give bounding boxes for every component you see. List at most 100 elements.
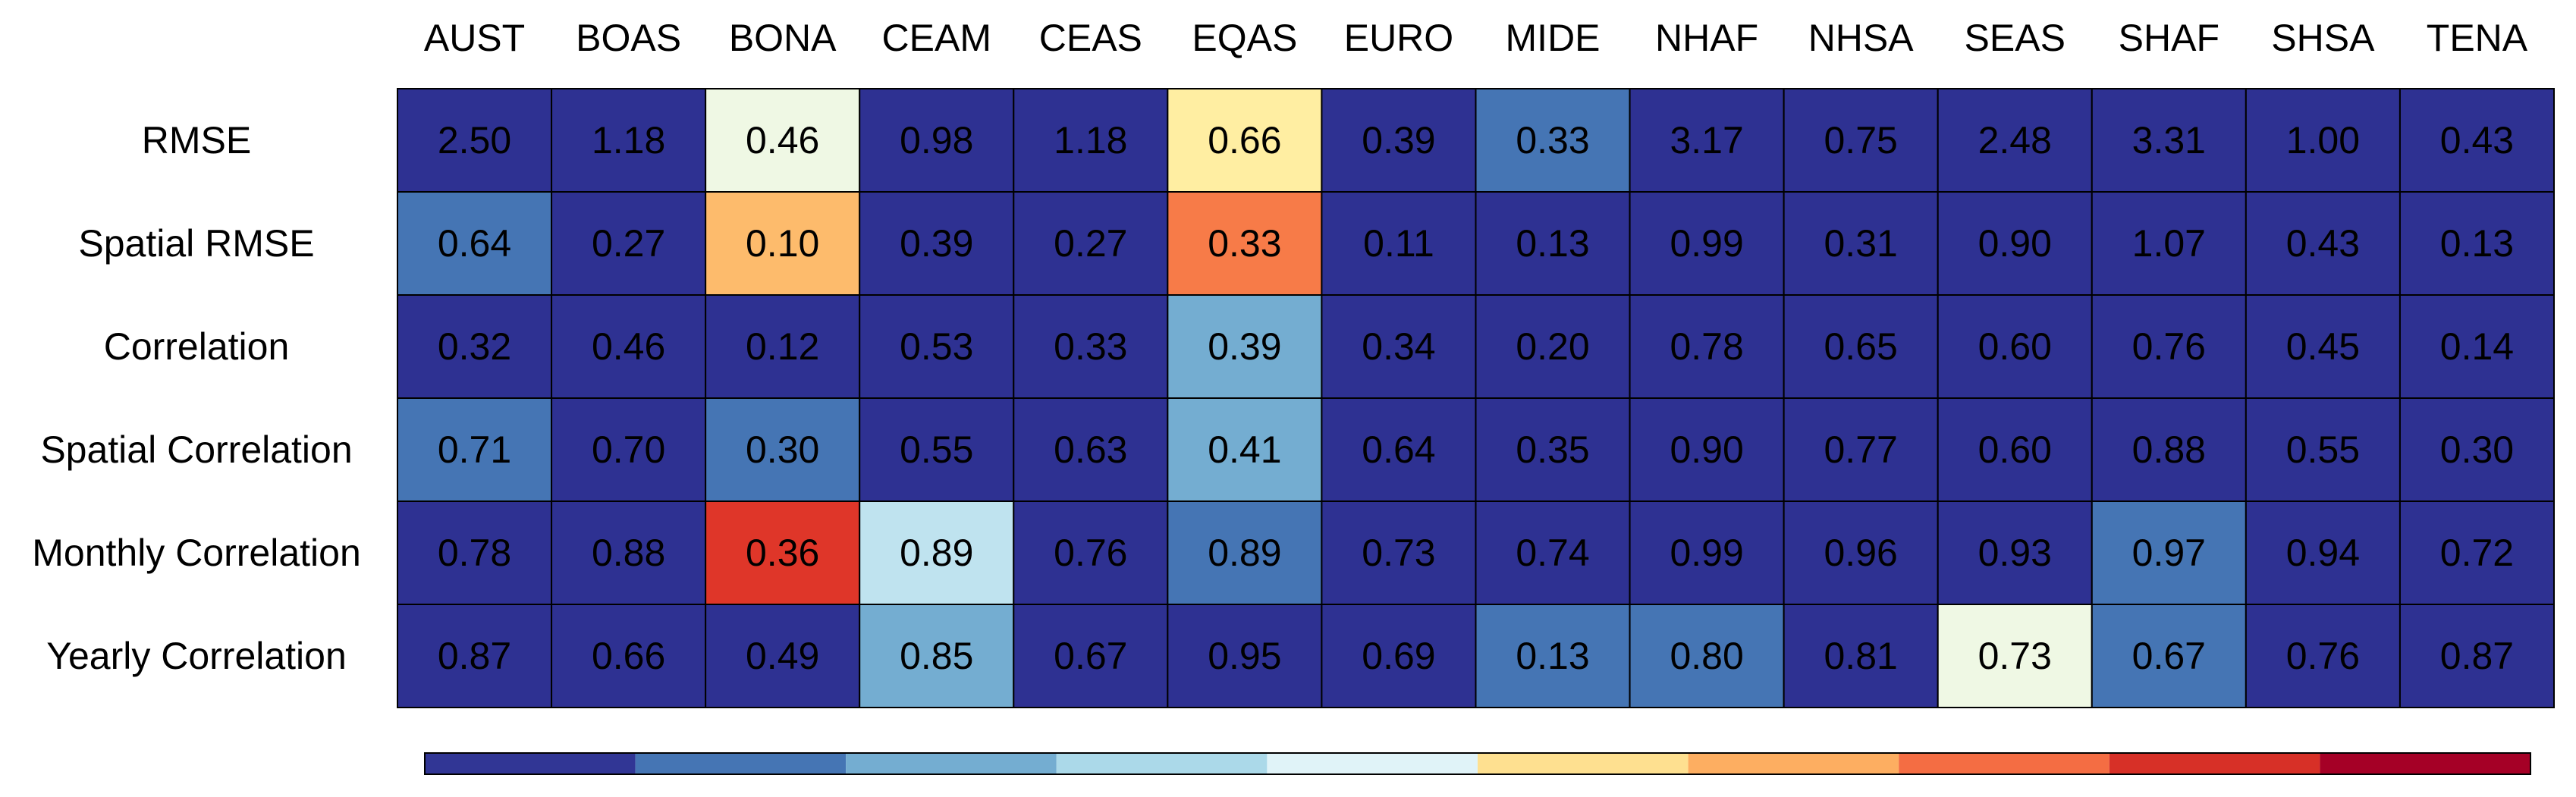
colorbar bbox=[424, 752, 2531, 775]
cell-value-label: 0.88 bbox=[592, 532, 665, 574]
heatmap-cell bbox=[1167, 397, 1323, 502]
heatmap-cell bbox=[2245, 88, 2401, 193]
column-label-mide: MIDE bbox=[1506, 17, 1601, 59]
cell-value-label: 0.43 bbox=[2286, 222, 2360, 265]
cell-value-label: 0.67 bbox=[1054, 635, 1127, 677]
colorbar-swatch bbox=[1478, 753, 1689, 774]
column-label-boas: BOAS bbox=[576, 17, 681, 59]
cell-value-label: 1.18 bbox=[1054, 119, 1127, 162]
cell-value-label: 0.70 bbox=[592, 428, 665, 471]
heatmap-cells bbox=[397, 88, 2555, 708]
heatmap-cell bbox=[1013, 500, 1169, 605]
heatmap-cell bbox=[1475, 500, 1631, 605]
cell-value-label: 0.74 bbox=[1516, 532, 1589, 574]
cell-value-label: 0.98 bbox=[900, 119, 973, 162]
heatmap-cell bbox=[2245, 500, 2401, 605]
cell-value-label: 0.13 bbox=[2440, 222, 2514, 265]
heatmap-cell bbox=[1629, 397, 1785, 502]
heatmap-cell bbox=[1321, 294, 1477, 399]
cell-value-label: 2.50 bbox=[438, 119, 511, 162]
cell-value-label: 0.46 bbox=[746, 119, 819, 162]
colorbar-swatch bbox=[1688, 753, 1899, 774]
heatmap-cell bbox=[2245, 191, 2401, 296]
column-label-tena: TENA bbox=[2427, 17, 2528, 59]
cell-value-label: 0.55 bbox=[2286, 428, 2360, 471]
colorbar-swatch bbox=[846, 753, 1057, 774]
cell-value-label: 0.20 bbox=[1516, 325, 1589, 368]
cell-value-label: 0.95 bbox=[1208, 635, 1281, 677]
cell-value-label: 3.31 bbox=[2132, 119, 2206, 162]
cell-value-label: 0.69 bbox=[1362, 635, 1435, 677]
heatmap-cell bbox=[2091, 294, 2247, 399]
cell-value-label: 0.60 bbox=[1978, 325, 2052, 368]
cell-value-label: 0.34 bbox=[1362, 325, 1435, 368]
cell-value-label: 0.33 bbox=[1516, 119, 1589, 162]
heatmap-cell bbox=[1475, 604, 1631, 708]
heatmap-cell bbox=[2091, 88, 2247, 193]
heatmap-cell bbox=[705, 88, 861, 193]
heatmap-cell bbox=[2091, 500, 2247, 605]
colorbar-swatch bbox=[2320, 753, 2530, 774]
row-label-monthly-correlation: Monthly Correlation bbox=[32, 532, 361, 574]
heatmap-cell bbox=[2091, 604, 2247, 708]
cell-value-label: 0.30 bbox=[746, 428, 819, 471]
cell-value-label: 0.76 bbox=[2286, 635, 2360, 677]
cell-value-label: 0.45 bbox=[2286, 325, 2360, 368]
cell-value-label: 0.11 bbox=[1363, 222, 1434, 265]
cell-value-label: 0.49 bbox=[746, 635, 819, 677]
cell-value-label: 0.14 bbox=[2440, 325, 2514, 368]
cell-value-label: 0.87 bbox=[2440, 635, 2514, 677]
heatmap-cell bbox=[1937, 294, 2093, 399]
row-label-correlation: Correlation bbox=[104, 325, 290, 368]
heatmap-cell bbox=[705, 294, 861, 399]
cell-value-label: 0.64 bbox=[438, 222, 511, 265]
cell-value-label: 0.78 bbox=[1670, 325, 1743, 368]
cell-value-label: 0.76 bbox=[1054, 532, 1127, 574]
cell-value-label: 0.90 bbox=[1670, 428, 1743, 471]
row-label-spatial-rmse: Spatial RMSE bbox=[78, 222, 314, 265]
cell-value-label: 0.99 bbox=[1670, 222, 1743, 265]
heatmap-cell bbox=[1013, 191, 1169, 296]
cell-value-label: 0.64 bbox=[1362, 428, 1435, 471]
heatmap-cell bbox=[2399, 397, 2555, 502]
cell-value-label: 0.30 bbox=[2440, 428, 2514, 471]
row-label-spatial-correlation: Spatial Correlation bbox=[40, 428, 352, 471]
column-label-nhaf: NHAF bbox=[1655, 17, 1758, 59]
heatmap-cell bbox=[2399, 294, 2555, 399]
cell-value-label: 0.33 bbox=[1208, 222, 1281, 265]
cell-value-label: 1.07 bbox=[2132, 222, 2206, 265]
cell-value-label: 0.65 bbox=[1824, 325, 1898, 368]
heatmap-cell bbox=[2399, 191, 2555, 296]
cell-value-label: 0.73 bbox=[1978, 635, 2052, 677]
cell-value-label: 0.71 bbox=[438, 428, 511, 471]
cell-value-label: 0.85 bbox=[900, 635, 973, 677]
cell-value-label: 0.97 bbox=[2132, 532, 2206, 574]
cell-value-label: 0.78 bbox=[438, 532, 511, 574]
cell-value-label: 0.73 bbox=[1362, 532, 1435, 574]
row-label-yearly-correlation: Yearly Correlation bbox=[46, 635, 347, 677]
cell-value-label: 1.18 bbox=[592, 119, 665, 162]
heatmap-cell bbox=[2399, 500, 2555, 605]
heatmap-cell bbox=[1167, 88, 1323, 193]
heatmap-cell bbox=[551, 604, 707, 708]
cell-value-label: 0.87 bbox=[438, 635, 511, 677]
heatmap-cell bbox=[397, 604, 553, 708]
cell-value-label: 0.89 bbox=[900, 532, 973, 574]
heatmap-cell bbox=[705, 604, 861, 708]
column-label-euro: EURO bbox=[1344, 17, 1453, 59]
heatmap-cell bbox=[1937, 191, 2093, 296]
cell-value-label: 0.43 bbox=[2440, 119, 2514, 162]
heatmap-cell bbox=[1629, 604, 1785, 708]
cell-value-label: 0.76 bbox=[2132, 325, 2206, 368]
column-label-bona: BONA bbox=[729, 17, 837, 59]
cell-value-label: 0.55 bbox=[900, 428, 973, 471]
heatmap-cell bbox=[1937, 500, 2093, 605]
cell-value-label: 0.39 bbox=[1362, 119, 1435, 162]
cell-value-label: 0.96 bbox=[1824, 532, 1898, 574]
heatmap-cell bbox=[1321, 604, 1477, 708]
cell-value-label: 0.36 bbox=[746, 532, 819, 574]
heatmap-cell bbox=[705, 500, 861, 605]
colorbar-swatch bbox=[1267, 753, 1478, 774]
cell-value-label: 0.27 bbox=[1054, 222, 1127, 265]
